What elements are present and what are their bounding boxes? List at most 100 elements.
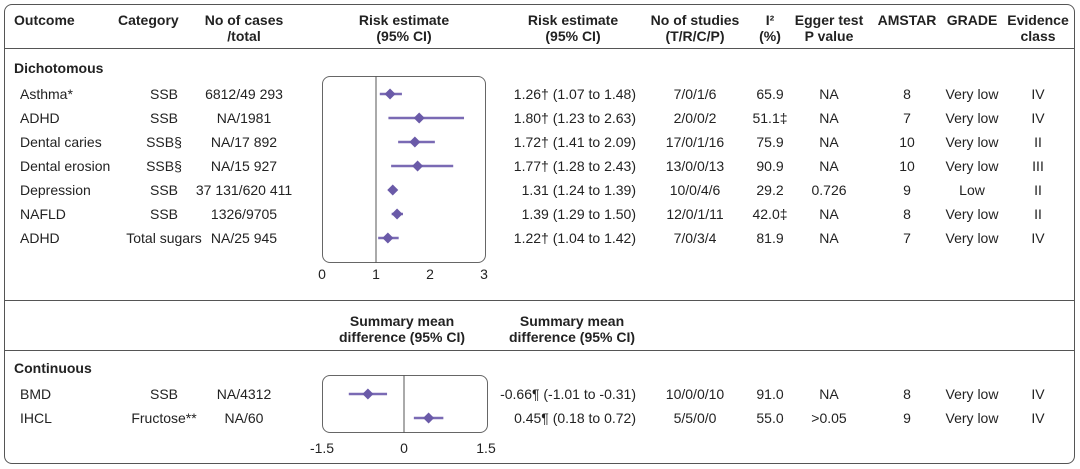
dichotomous-row-studies: 17/0/1/16 [665, 134, 725, 150]
dichotomous-row-i2: 90.9 [756, 158, 784, 174]
dichotomous-row-grade: Very low [945, 206, 999, 222]
dichotomous-row-amstar: 8 [903, 206, 911, 222]
dichotomous-row-i2: 75.9 [756, 134, 784, 150]
dichotomous-row-egger: NA [819, 206, 839, 222]
continuous-row-amstar: 9 [903, 410, 911, 426]
header-evidence-line2: class [1020, 28, 1056, 44]
point-estimate-marker [413, 112, 425, 124]
continuous-row-i2: 91.0 [756, 386, 784, 402]
dichotomous-row-grade: Very low [945, 230, 999, 246]
dichotomous-row-outcome: ADHD [20, 230, 60, 246]
dichotomous-row-cases: 6812/49 293 [205, 86, 283, 102]
continuous-row-estimate: -0.66¶ (-1.01 to -0.31) [500, 386, 636, 402]
continuous-row-outcome: IHCL [20, 410, 52, 426]
header-i2: I² (%) [759, 12, 781, 44]
dichotomous-row-evidence: IV [1031, 86, 1045, 102]
header-cont-plot-line1: Summary mean [349, 313, 455, 329]
dichotomous-row-amstar: 7 [903, 230, 911, 246]
dichotomous-row-egger: NA [819, 230, 839, 246]
dichotomous-row-grade: Very low [945, 134, 999, 150]
dichotomous-row-studies: 2/0/0/2 [673, 110, 717, 126]
dichotomous-row-outcome: Asthma* [20, 86, 73, 102]
dich-axis-tick: 2 [426, 266, 434, 282]
dichotomous-row-amstar: 10 [899, 158, 915, 174]
header-studies-line2: (T/R/C/P) [665, 28, 725, 44]
section-divider [4, 300, 1075, 301]
point-estimate-marker [391, 208, 403, 220]
dichotomous-row-estimate: 1.80† (1.23 to 2.63) [513, 110, 636, 126]
dichotomous-row-studies: 13/0/0/13 [665, 158, 725, 174]
dichotomous-row-evidence: II [1034, 206, 1042, 222]
dichotomous-row-estimate: 1.72† (1.41 to 2.09) [513, 134, 636, 150]
dichotomous-row-grade: Very low [945, 158, 999, 174]
dichotomous-row-amstar: 10 [899, 134, 915, 150]
continuous-row-outcome: BMD [20, 386, 52, 402]
continuous-row-egger: NA [819, 386, 839, 402]
point-estimate-marker [412, 160, 424, 172]
continuous-row-cases: NA/4312 [216, 386, 272, 402]
header-cont-estimate-line2: difference (95% CI) [508, 329, 636, 345]
point-estimate-marker [387, 184, 399, 196]
dich-axis-tick: 1 [372, 266, 380, 282]
continuous-header-divider [4, 350, 1075, 351]
dichotomous-row-category: SSB [149, 110, 179, 126]
header-cont-plot-line2: difference (95% CI) [338, 329, 466, 345]
header-plot: Risk estimate (95% CI) [359, 12, 449, 44]
header-amstar: AMSTAR [877, 12, 937, 28]
point-estimate-marker [423, 412, 435, 424]
dichotomous-row-studies: 7/0/3/4 [673, 230, 717, 246]
point-estimate-marker [362, 388, 374, 400]
header-studies: No of studies (T/R/C/P) [651, 12, 740, 44]
dichotomous-row-egger: 0.726 [811, 182, 847, 198]
dichotomous-row-category: SSB§ [146, 158, 182, 174]
header-egger: Egger test P value [795, 12, 863, 44]
dichotomous-row-evidence: II [1034, 182, 1042, 198]
dichotomous-row-studies: 12/0/1/11 [666, 206, 724, 222]
dichotomous-row-amstar: 8 [903, 86, 911, 102]
dichotomous-row-i2: 42.0‡ [752, 206, 788, 222]
dichotomous-row-outcome: Dental caries [20, 134, 102, 150]
dichotomous-row-category: SSB [149, 86, 179, 102]
continuous-row-evidence: IV [1031, 386, 1045, 402]
continuous-row-studies: 10/0/0/10 [665, 386, 725, 402]
dichotomous-row-estimate: 1.22† (1.04 to 1.42) [513, 230, 636, 246]
dichotomous-row-evidence: IV [1031, 230, 1045, 246]
dichotomous-row-studies: 7/0/1/6 [673, 86, 717, 102]
header-category: Category [118, 12, 179, 28]
cont-axis-tick: -1.5 [309, 440, 335, 456]
dichotomous-row-category: Total sugars [126, 230, 202, 246]
dichotomous-row-estimate: 1.39 (1.29 to 1.50) [521, 206, 636, 222]
dichotomous-row-outcome: Dental erosion [20, 158, 111, 174]
dichotomous-row-outcome: ADHD [20, 110, 60, 126]
dichotomous-row-cases: NA/25 945 [210, 230, 278, 246]
header-grade: GRADE [946, 12, 998, 28]
dichotomous-row-evidence: II [1034, 134, 1042, 150]
continuous-row-cases: NA/60 [224, 410, 264, 426]
dichotomous-row-estimate: 1.77† (1.28 to 2.43) [513, 158, 636, 174]
continuous-row-grade: Very low [945, 386, 999, 402]
dichotomous-row-amstar: 7 [903, 110, 911, 126]
header-estimate-line1: Risk estimate [527, 12, 619, 28]
header-estimate-line2: (95% CI) [545, 28, 601, 44]
dichotomous-row-grade: Very low [945, 110, 999, 126]
dichotomous-row-outcome: NAFLD [20, 206, 66, 222]
dichotomous-row-egger: NA [819, 158, 839, 174]
continuous-row-egger: >0.05 [811, 410, 847, 426]
header-i2-line2: (%) [759, 28, 781, 44]
dichotomous-row-cases: 37 131/620 411 [195, 182, 293, 198]
dichotomous-row-studies: 10/0/4/6 [669, 182, 721, 198]
dichotomous-row-cases: NA/17 892 [210, 134, 278, 150]
continuous-row-category: SSB [149, 386, 179, 402]
header-plot-line2: (95% CI) [376, 28, 432, 44]
dichotomous-row-cases: NA/15 927 [210, 158, 278, 174]
header-cases-line1: No of cases [204, 12, 284, 28]
header-egger-line1: Egger test [794, 12, 864, 28]
dichotomous-row-estimate: 1.31 (1.24 to 1.39) [521, 182, 636, 198]
continuous-row-category: Fructose** [131, 410, 197, 426]
dichotomous-row-grade: Very low [945, 86, 999, 102]
cont-axis-tick: 1.5 [476, 440, 496, 456]
dichotomous-row-evidence: IV [1031, 110, 1045, 126]
section-dichotomous: Dichotomous [14, 60, 104, 76]
dichotomous-row-outcome: Depression [20, 182, 91, 198]
